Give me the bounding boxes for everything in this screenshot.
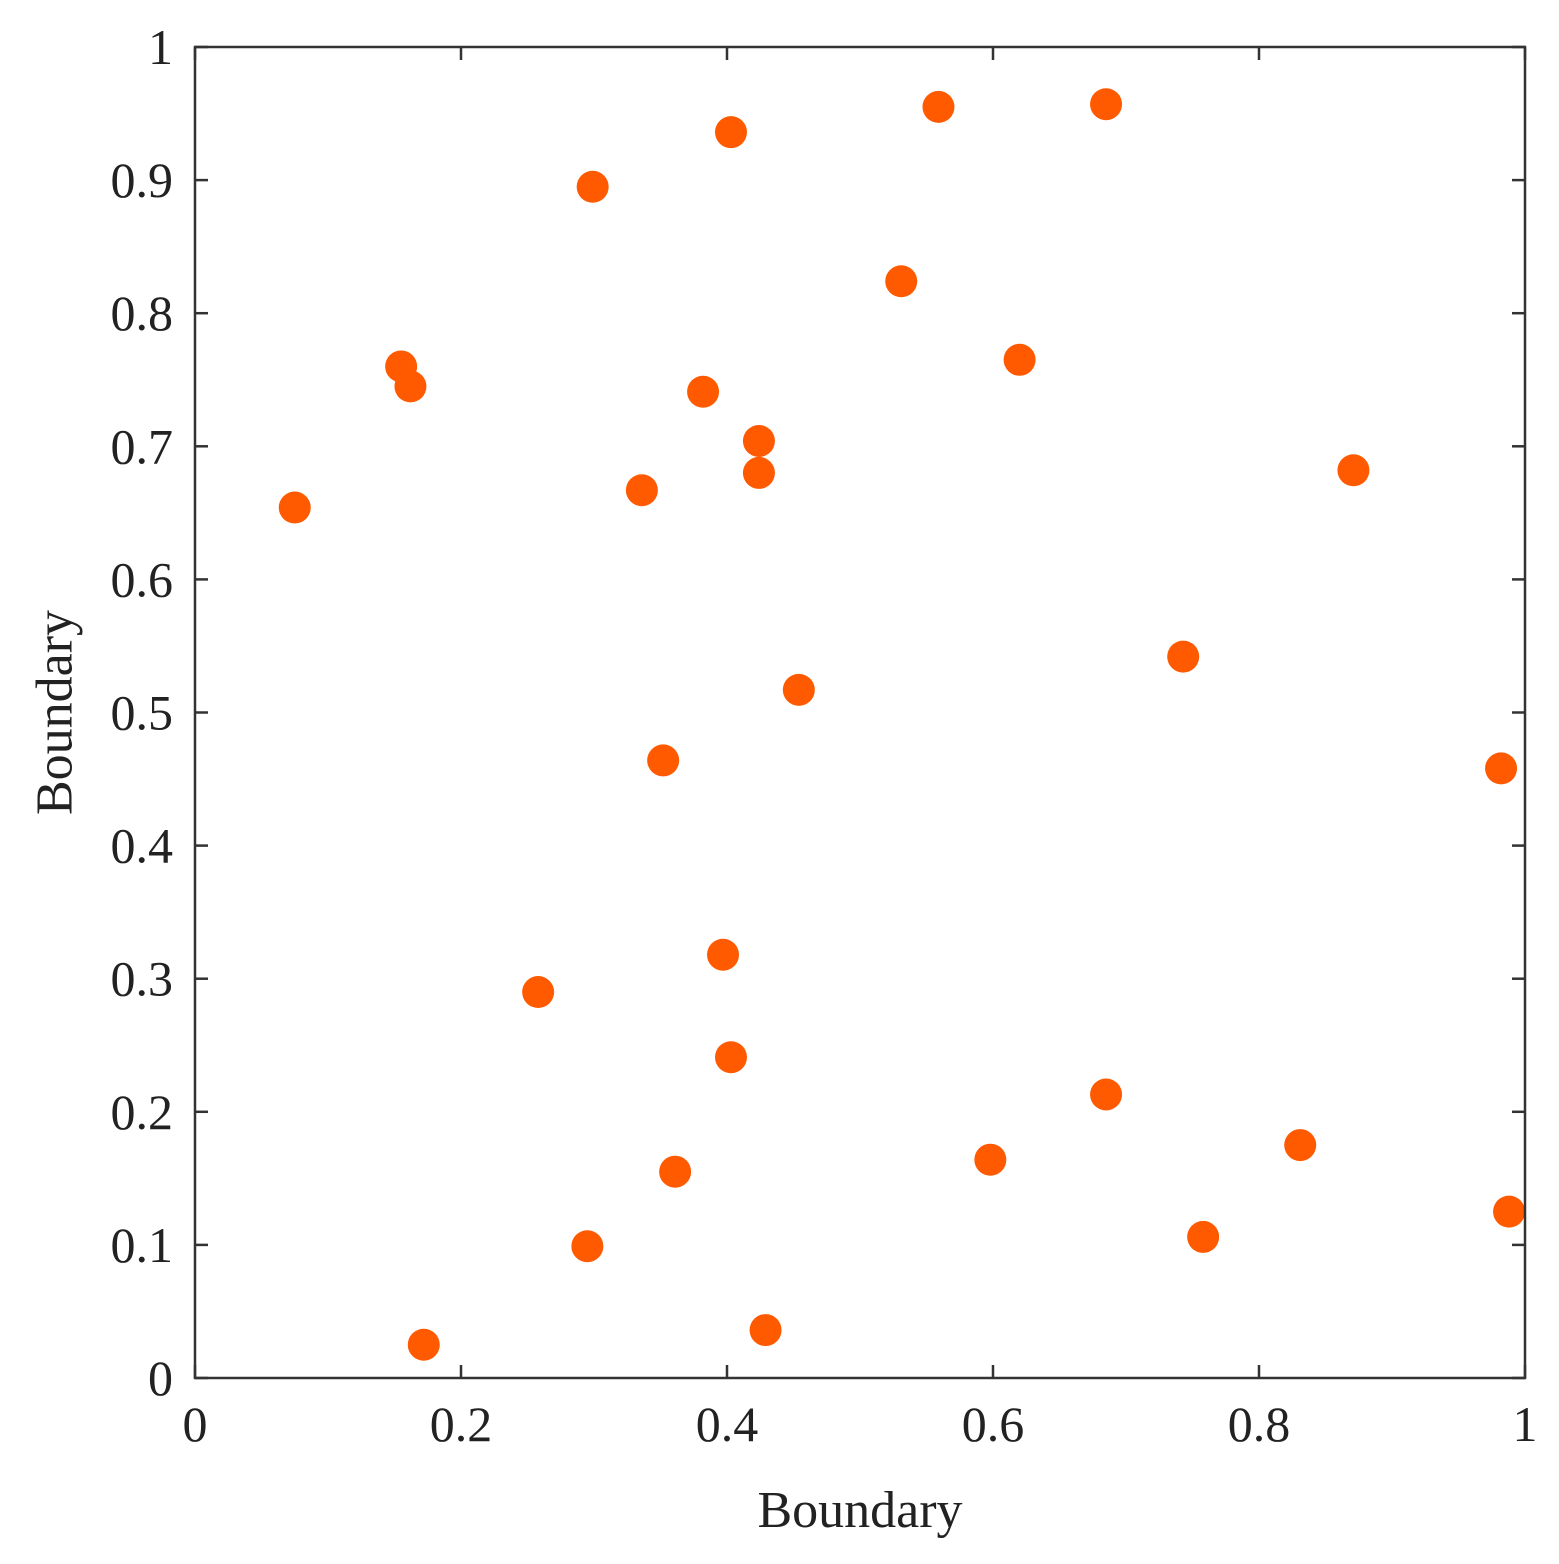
y-tick-label: 0.9 [111,152,174,208]
data-point [1003,343,1036,376]
y-tick-label: 0.6 [111,551,174,607]
y-tick-label: 0.5 [111,685,174,741]
data-point [1284,1129,1317,1162]
data-point [1485,752,1518,785]
axis-ticks [193,45,1527,1380]
data-point [782,673,815,706]
x-tick-labels: 0 0.2 0.4 0.6 0.8 1 [183,1396,1538,1452]
x-tick-label: 0.2 [430,1396,493,1452]
y-tick-labels: 0 0.1 0.2 0.3 0.4 0.5 0.6 0.7 0.8 0.9 1 [111,19,174,1406]
y-tick-label: 0.3 [111,951,174,1007]
data-point [394,370,427,403]
data-point [1493,1195,1526,1228]
plot-frame [193,45,1527,1380]
data-point [742,424,775,457]
y-tick-label: 0.2 [111,1084,174,1140]
data-point [885,265,918,298]
data-point [687,375,720,408]
y-tick-label: 0.1 [111,1217,174,1273]
data-point [742,456,775,489]
data-point [1090,88,1123,121]
y-tick-label: 0.7 [111,418,174,474]
data-point [571,1230,604,1263]
data-points [278,88,1526,1361]
x-tick-label: 0.8 [1228,1396,1291,1452]
data-point [707,938,740,971]
data-point [659,1155,692,1188]
x-axis-label: Boundary [757,1482,962,1539]
data-point [1187,1220,1220,1253]
data-point [576,170,609,203]
y-tick-label: 0.4 [111,818,174,874]
y-axis-label: Boundary [27,610,84,815]
data-point [278,491,311,524]
x-tick-label: 0 [183,1396,208,1452]
data-point [974,1143,1007,1176]
data-point [1167,640,1200,673]
data-point [522,976,555,1009]
data-point [922,90,955,123]
data-point [625,474,658,507]
y-tick-label: 0.8 [111,285,174,341]
data-point [1090,1078,1123,1111]
x-tick-label: 0.6 [962,1396,1025,1452]
x-tick-label: 0.4 [696,1396,759,1452]
y-tick-label: 1 [148,19,173,75]
data-point [407,1328,440,1361]
data-point [1337,454,1370,487]
y-tick-label: 0 [148,1350,173,1406]
data-point [714,116,747,149]
data-point [714,1041,747,1074]
data-point [749,1314,782,1347]
data-point [647,744,680,777]
x-tick-label: 1 [1513,1396,1538,1452]
